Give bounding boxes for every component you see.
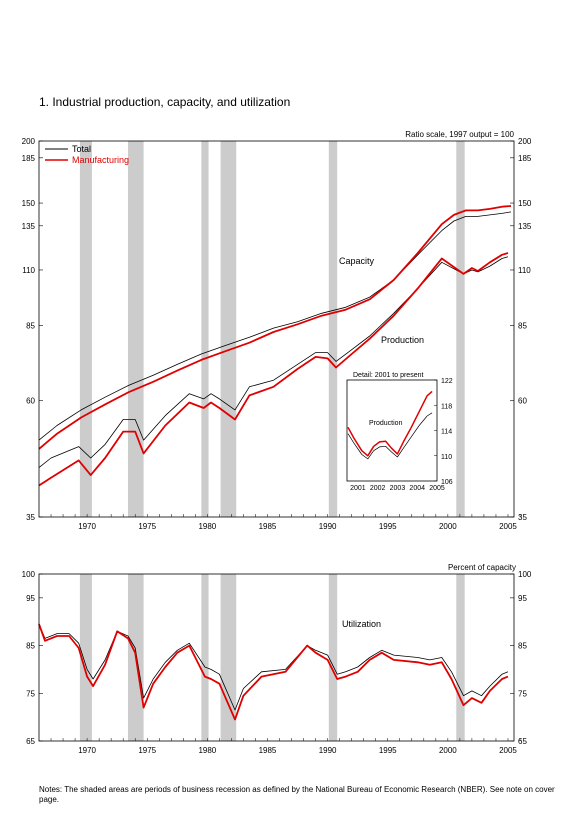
top-xtick-label: 1975 xyxy=(138,522,156,531)
utilization-chart: 65 65 75 75 85 85 95 95 100 100 1970 1975 1980 1985 19… xyxy=(22,563,532,755)
top-ytick-label-right: 35 xyxy=(518,513,527,522)
top-recession-band xyxy=(79,141,92,517)
top-recession-band xyxy=(328,141,338,517)
bottom-ytick-label-left: 85 xyxy=(26,642,35,651)
bottom-total-line xyxy=(38,623,509,711)
production-label: Production xyxy=(381,335,424,345)
bottom-recession-band xyxy=(79,574,92,741)
legend: Total Manufacturing xyxy=(45,144,129,165)
utilization-label: Utilization xyxy=(342,619,381,629)
bottom-ytick-label-right: 85 xyxy=(518,642,527,651)
top-ytick-label-right: 200 xyxy=(518,137,532,146)
inset-title: Detail: 2001 to present xyxy=(353,372,423,379)
top-xtick-label: 1995 xyxy=(379,522,397,531)
bottom-xtick-label: 1990 xyxy=(319,746,337,755)
top-ytick-label-left: 85 xyxy=(26,322,35,331)
bottom-xtick-label: 1985 xyxy=(259,746,277,755)
top-xtick-label: 1985 xyxy=(259,522,277,531)
bottom-xtick-label: 1995 xyxy=(379,746,397,755)
bottom-xtick-label: 1980 xyxy=(198,746,216,755)
top-production-manufacturing-line xyxy=(38,252,509,487)
figure-title: 1. Industrial production, capacity, and … xyxy=(39,95,291,109)
inset-detail-chart: 106 110 114 118 122 2001 2002 2003 2004 2005 Deta… xyxy=(346,372,453,492)
inset-xtick-label: 2002 xyxy=(370,485,386,492)
bottom-ytick-label-right: 100 xyxy=(518,570,532,579)
legend-total-label: Total xyxy=(72,144,91,154)
top-capacity-total-line xyxy=(38,211,512,441)
bottom-plot-frame xyxy=(38,573,515,742)
capacity-label: Capacity xyxy=(339,256,375,266)
bottom-ytick-label-left: 75 xyxy=(26,689,35,698)
top-ytick-label-left: 60 xyxy=(26,397,35,406)
top-ytick-label-left: 135 xyxy=(22,222,36,231)
notes: Notes: The shaded areas are periods of b… xyxy=(39,785,555,804)
inset-ytick-label: 106 xyxy=(441,479,453,486)
top-xtick-label: 2000 xyxy=(439,522,457,531)
bottom-ytick-label-right: 75 xyxy=(518,689,527,698)
top-recession-band xyxy=(201,141,209,517)
top-ytick-label-right: 135 xyxy=(518,222,532,231)
inset-manufacturing-line xyxy=(347,390,433,457)
top-xtick-label: 2005 xyxy=(499,522,517,531)
bottom-ytick-label-left: 95 xyxy=(26,594,35,603)
bottom-recession-band xyxy=(220,574,237,741)
inset-frame xyxy=(346,379,438,482)
bottom-recession-band xyxy=(201,574,209,741)
scale-note: Ratio scale, 1997 output = 100 xyxy=(405,130,514,139)
top-ytick-label-right: 150 xyxy=(518,199,532,208)
percent-of-capacity-note: Percent of capacity xyxy=(448,563,516,572)
top-xtick-label: 1980 xyxy=(198,522,216,531)
top-xtick-label: 1970 xyxy=(78,522,96,531)
inset-ytick-label: 118 xyxy=(441,403,452,410)
bottom-xtick-label: 2005 xyxy=(499,746,517,755)
bottom-recession-band xyxy=(328,574,338,741)
top-ytick-label-left: 185 xyxy=(22,154,36,163)
top-xtick-label: 1990 xyxy=(319,522,337,531)
top-recession-band xyxy=(127,141,144,517)
bottom-xtick-label: 2000 xyxy=(439,746,457,755)
inset-production-label: Production xyxy=(369,420,403,427)
inset-total-line xyxy=(347,412,433,460)
inset-ytick-label: 114 xyxy=(441,429,452,436)
inset-ytick-label: 122 xyxy=(441,378,453,385)
legend-manufacturing-label: Manufacturing xyxy=(72,155,129,165)
bottom-ytick-label-left: 65 xyxy=(26,737,35,746)
top-ytick-label-right: 110 xyxy=(518,266,531,275)
bottom-xtick-label: 1970 xyxy=(78,746,96,755)
top-ytick-label-left: 35 xyxy=(26,513,35,522)
bottom-recession-band xyxy=(456,574,465,741)
top-capacity-manufacturing-line xyxy=(38,205,512,450)
top-plot-frame xyxy=(38,140,515,518)
inset-xtick-label: 2001 xyxy=(350,485,366,492)
bottom-ytick-label-right: 95 xyxy=(518,594,527,603)
inset-xtick-label: 2004 xyxy=(409,485,425,492)
top-ytick-label-left: 150 xyxy=(22,199,36,208)
top-production-total-line xyxy=(38,256,509,468)
bottom-xtick-label: 1975 xyxy=(138,746,156,755)
top-ytick-label-left: 200 xyxy=(22,137,36,146)
top-ytick-label-left: 110 xyxy=(22,266,35,275)
bottom-ytick-label-right: 65 xyxy=(518,737,527,746)
top-ytick-label-right: 60 xyxy=(518,397,527,406)
bottom-manufacturing-line xyxy=(38,623,509,721)
top-ytick-label-right: 85 xyxy=(518,322,527,331)
top-recession-band xyxy=(456,141,465,517)
inset-ytick-label: 110 xyxy=(441,454,452,461)
inset-xtick-label: 2003 xyxy=(390,485,406,492)
inset-xtick-label: 2005 xyxy=(429,485,445,492)
top-recession-band xyxy=(220,141,237,517)
top-ytick-label-right: 185 xyxy=(518,154,532,163)
bottom-ytick-label-left: 100 xyxy=(22,570,36,579)
